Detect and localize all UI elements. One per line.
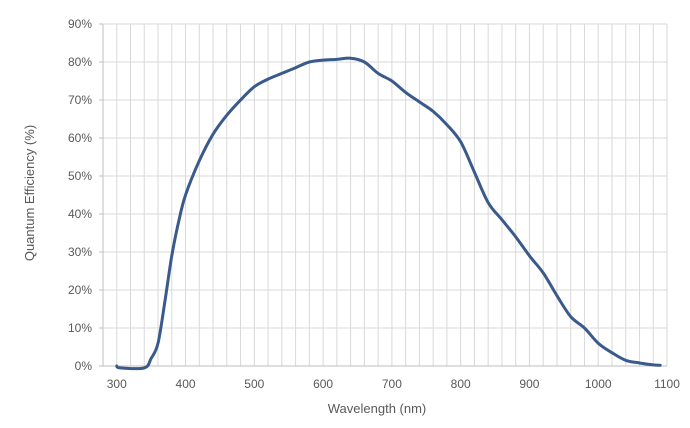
x-tick-label: 1000 <box>585 377 612 391</box>
y-tick-label: 0% <box>75 359 93 373</box>
y-tick-label: 10% <box>68 321 92 335</box>
series-line <box>115 56 662 371</box>
x-tick-label: 300 <box>107 377 127 391</box>
y-axis-title: Quantum Efficiency (%) <box>22 125 37 261</box>
x-tick-label: 900 <box>519 377 539 391</box>
grid <box>103 23 668 366</box>
x-tick-label: 700 <box>382 377 402 391</box>
x-tick-label: 600 <box>313 377 333 391</box>
y-tick-label: 90% <box>68 17 92 31</box>
y-tick-label: 30% <box>68 245 92 259</box>
y-tick-label: 80% <box>68 55 92 69</box>
y-tick-label: 60% <box>68 131 92 145</box>
x-tick-label: 1100 <box>654 377 680 391</box>
y-tick-label: 20% <box>68 283 92 297</box>
series-layer <box>115 56 662 371</box>
x-tick-label: 400 <box>176 377 196 391</box>
x-tick-label: 800 <box>451 377 471 391</box>
x-tick-label: 500 <box>244 377 264 391</box>
axes <box>99 23 667 367</box>
tick-labels: 0% 10% 20% 30% 40% 50% 60% 70% 80% 90% 300 400 500 60… <box>68 17 680 391</box>
y-tick-label: 70% <box>68 93 92 107</box>
y-tick-label: 40% <box>68 207 92 221</box>
x-axis-title: Wavelength (nm) <box>328 401 427 416</box>
y-tick-label: 50% <box>68 169 92 183</box>
